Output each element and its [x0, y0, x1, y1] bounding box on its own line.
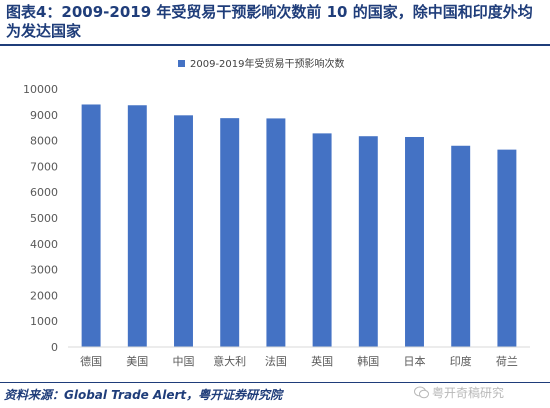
source-note: 资料来源：Global Trade Alert，粤开证券研究院 — [4, 388, 283, 402]
x-tick-label: 日本 — [404, 354, 426, 368]
legend-label: 2009-2019年受贸易干预影响次数 — [190, 57, 345, 70]
bar-印度 — [451, 145, 471, 347]
bar-意大利 — [220, 118, 240, 348]
title-divider — [0, 44, 550, 46]
y-tick-label: 2000 — [30, 289, 58, 302]
y-tick-label: 0 — [51, 341, 58, 354]
y-tick-label: 10000 — [23, 83, 58, 96]
legend-swatch — [178, 60, 185, 67]
y-tick-label: 8000 — [30, 135, 58, 148]
y-tick-label: 9000 — [30, 109, 58, 122]
y-tick-label: 1000 — [30, 315, 58, 328]
wechat-icon — [414, 386, 429, 399]
y-tick-label: 6000 — [30, 186, 58, 199]
y-tick-label: 3000 — [30, 264, 58, 277]
bar-法国 — [266, 118, 286, 347]
y-axis: 0 1000 2000 3000 4000 5000 6000 7000 8000 9000 100… — [23, 83, 58, 354]
y-tick-label: 4000 — [30, 238, 58, 251]
figure-title: 图表4：2009-2019 年受贸易干预影响次数前 10 的国家，除中国和印度外… — [6, 3, 533, 40]
x-tick-label: 美国 — [126, 355, 148, 368]
source-divider — [0, 382, 550, 383]
bar-韩国 — [358, 136, 378, 347]
bar-中国 — [174, 115, 193, 347]
watermark: 粤开奇稿研究 — [414, 384, 504, 401]
bar-日本 — [405, 136, 424, 347]
chart-legend: 2009-2019年受贸易干预影响次数 — [178, 57, 345, 70]
x-tick-label: 德国 — [80, 354, 102, 368]
bar-荷兰 — [497, 149, 517, 347]
x-tick-label: 荷兰 — [496, 355, 518, 368]
y-tick-label: 7000 — [30, 160, 58, 173]
x-tick-label: 韩国 — [357, 354, 379, 368]
bar-德国 — [81, 104, 101, 347]
y-tick-label: 5000 — [30, 212, 58, 225]
bar-美国 — [127, 105, 147, 347]
bar-英国 — [312, 133, 332, 347]
bar-chart: 2009-2019年受贸易干预影响次数 0 1000 2000 3000 4000 500… — [23, 57, 530, 368]
x-tick-label: 意大利 — [213, 354, 246, 368]
x-tick-label: 中国 — [173, 355, 195, 368]
x-tick-label: 法国 — [265, 354, 287, 368]
x-axis: 德国 美国 中国 意大利 法国 英国 韩国 日本 印度 荷兰 — [80, 354, 518, 368]
bars — [81, 104, 517, 348]
x-tick-label: 印度 — [450, 354, 472, 368]
watermark-text: 粤开奇稿研究 — [432, 386, 505, 400]
x-tick-label: 英国 — [311, 354, 333, 368]
